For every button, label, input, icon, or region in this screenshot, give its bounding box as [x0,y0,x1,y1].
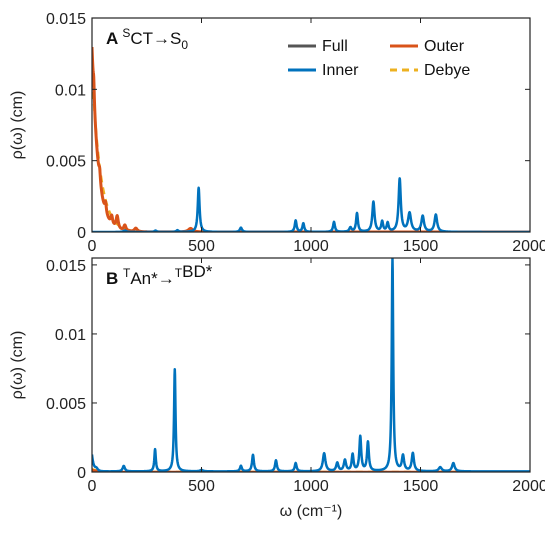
panel-title: B TAn*→TBD* [106,262,213,288]
y-axis-label: ρ(ω) (cm) [9,331,26,400]
axes-frame [91,17,531,233]
y-tick-label: 0.015 [46,11,86,28]
y-tick-label: 0.01 [55,327,86,344]
legend-label-debye: Debye [424,62,470,79]
y-axis-label: ρ(ω) (cm) [9,91,26,160]
y-tick-label: 0.005 [46,154,86,171]
x-tick-label: 1000 [293,478,329,495]
x-tick-label: 500 [188,478,215,495]
legend: Full Outer Inner Debye [288,38,470,79]
x-tick-label: 1500 [403,238,439,255]
axes-frame [91,257,531,473]
x-axis-label: ω (cm⁻¹) [280,503,343,520]
panel-title: A SCT→S0 [106,26,188,52]
legend-label-outer: Outer [424,38,465,55]
y-tick-label: 0 [77,225,86,242]
series-inner-line [92,258,530,472]
panel-a: 0 500 1000 1500 2000 0 0.005 0.01 0.015 ρ(ω) (cm)… [9,11,545,255]
y-tick-label: 0.015 [46,258,86,275]
y-tick-label: 0.01 [55,82,86,99]
panel-b: 0 500 1000 1500 2000 0 0.005 0.01 0.015 ρ(ω) (cm)… [9,257,545,495]
legend-label-full: Full [322,38,348,55]
plot-area-1 [92,258,530,472]
x-tick-label: 1000 [293,238,329,255]
y-tick-label: 0 [77,465,86,482]
series-inner-line [92,177,530,232]
legend-label-inner: Inner [322,62,359,79]
x-tick-label: 2000 [512,238,545,255]
y-tick-label: 0.005 [46,396,86,413]
x-tick-label: 2000 [512,478,545,495]
x-tick-label: 1500 [403,478,439,495]
series-debye-line [92,67,530,232]
x-tick-label: 500 [188,238,215,255]
x-tick-label: 0 [88,238,97,255]
x-tick-label: 0 [88,478,97,495]
